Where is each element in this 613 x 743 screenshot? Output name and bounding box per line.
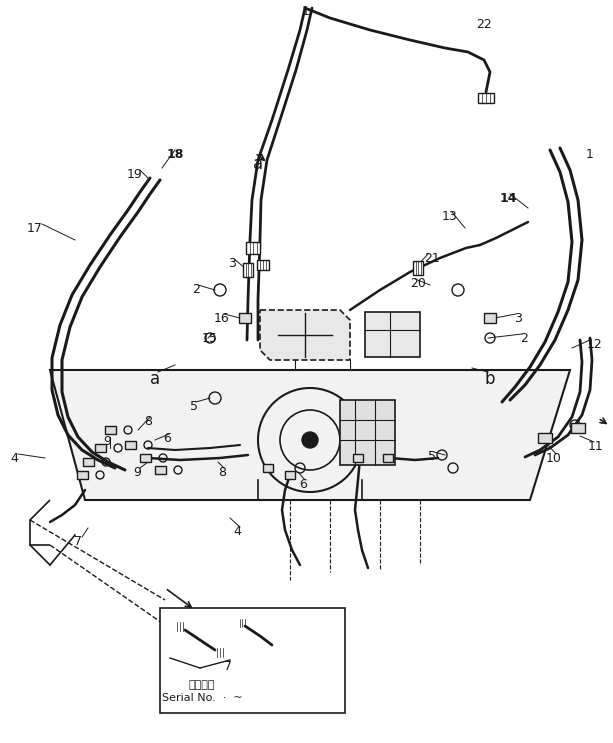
Text: 7: 7 — [74, 535, 82, 548]
Bar — [94, 444, 105, 452]
Bar — [285, 471, 295, 479]
Text: 14: 14 — [499, 192, 517, 205]
Text: 6: 6 — [163, 432, 171, 445]
Text: 11: 11 — [588, 440, 604, 453]
Bar — [484, 313, 496, 323]
Bar — [353, 454, 363, 462]
Bar — [478, 93, 494, 103]
Text: a: a — [150, 370, 160, 388]
Text: 22: 22 — [476, 18, 492, 31]
Circle shape — [302, 432, 318, 448]
Polygon shape — [50, 370, 570, 500]
Text: 10: 10 — [546, 452, 562, 465]
Text: 3: 3 — [228, 257, 236, 270]
Bar — [413, 261, 423, 275]
Bar — [239, 313, 251, 323]
Bar — [270, 644, 280, 652]
Bar — [243, 263, 253, 277]
Text: 8: 8 — [218, 466, 226, 479]
Text: 7: 7 — [224, 660, 232, 673]
Text: 15: 15 — [202, 332, 218, 345]
Bar — [340, 400, 395, 465]
Bar — [246, 242, 260, 254]
Bar — [365, 312, 420, 357]
Bar — [383, 454, 393, 462]
Text: 17: 17 — [27, 222, 43, 235]
Bar — [77, 471, 88, 479]
Bar — [83, 458, 94, 466]
Text: 8: 8 — [144, 415, 152, 428]
Text: 21: 21 — [424, 252, 440, 265]
Text: 6: 6 — [299, 478, 307, 491]
Text: 5: 5 — [190, 400, 198, 413]
Text: 20: 20 — [410, 277, 426, 290]
Text: 18: 18 — [166, 148, 184, 161]
Text: 2: 2 — [520, 332, 528, 345]
Text: 19: 19 — [127, 168, 143, 181]
Text: 4: 4 — [233, 525, 241, 538]
Text: 2: 2 — [192, 283, 200, 296]
Polygon shape — [260, 310, 350, 360]
Bar — [257, 260, 269, 270]
Bar — [154, 466, 166, 474]
Bar — [140, 454, 151, 462]
Bar — [214, 647, 226, 657]
Text: 1: 1 — [302, 5, 310, 18]
Bar — [174, 621, 186, 631]
Text: Serial No.  ·  ~: Serial No. · ~ — [162, 693, 242, 703]
Text: 12: 12 — [587, 338, 603, 351]
Text: b: b — [485, 370, 495, 388]
Bar — [237, 619, 247, 627]
Bar — [124, 441, 135, 449]
Bar — [104, 426, 115, 434]
Text: 13: 13 — [442, 210, 458, 223]
Text: 16: 16 — [214, 312, 230, 325]
Text: 適用号機: 適用号機 — [189, 680, 215, 690]
Bar — [160, 608, 345, 713]
Text: 4: 4 — [10, 452, 18, 465]
Bar — [538, 433, 552, 443]
Text: 9: 9 — [133, 466, 141, 479]
Text: 9: 9 — [103, 435, 111, 448]
Bar — [263, 464, 273, 472]
Text: 5: 5 — [428, 450, 436, 463]
Text: 1: 1 — [586, 148, 594, 161]
Bar — [571, 423, 585, 433]
Text: a: a — [253, 155, 263, 173]
Text: 3: 3 — [514, 312, 522, 325]
